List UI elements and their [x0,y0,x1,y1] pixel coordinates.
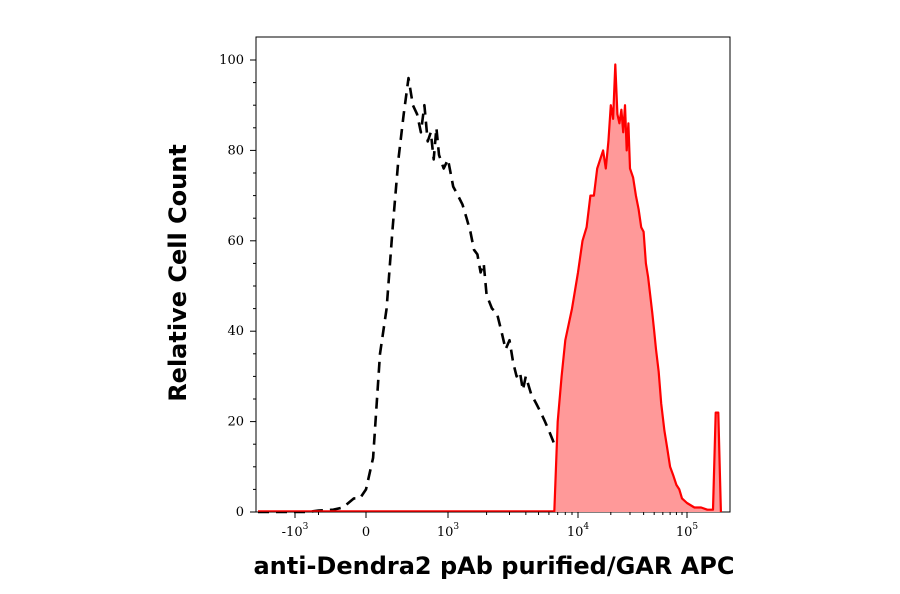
control-histogram-line [258,76,558,514]
y-tick-label: 60 [227,234,244,249]
x-tick-label: 105 [676,522,699,540]
y-axis: 0 20 40 60 80 100 [219,53,256,520]
x-axis-title: anti-Dendra2 pAb purified/GAR APC [253,552,734,580]
x-tick-label: 104 [567,522,590,540]
x-tick-label: 103 [437,522,460,540]
stained-histogram-fill [554,64,721,512]
x-axis: -103 0 103 104 105 [282,512,699,540]
data-layer [258,63,722,514]
y-tick-label: 80 [227,143,244,158]
x-tick-label: 0 [362,525,370,540]
y-tick-label: 40 [227,324,244,339]
y-tick-label: 100 [219,53,244,68]
y-tick-label: 0 [236,505,244,520]
stained-histogram-line [553,63,722,513]
x-tick-label: -103 [282,522,309,540]
y-axis-title: Relative Cell Count [164,144,192,402]
plot-frame [255,36,731,513]
y-tick-label: 20 [227,415,244,430]
